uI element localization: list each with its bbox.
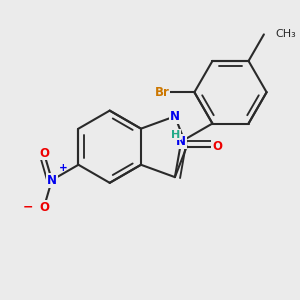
Text: CH₃: CH₃ (276, 29, 296, 39)
Text: O: O (39, 201, 49, 214)
Text: N: N (47, 174, 57, 187)
Text: O: O (39, 146, 49, 160)
Text: Br: Br (154, 86, 169, 99)
Text: +: + (59, 163, 68, 173)
Text: −: − (22, 201, 33, 214)
Text: N: N (176, 135, 186, 148)
Text: O: O (212, 140, 222, 153)
Text: H: H (171, 130, 180, 140)
Text: N: N (170, 110, 180, 123)
